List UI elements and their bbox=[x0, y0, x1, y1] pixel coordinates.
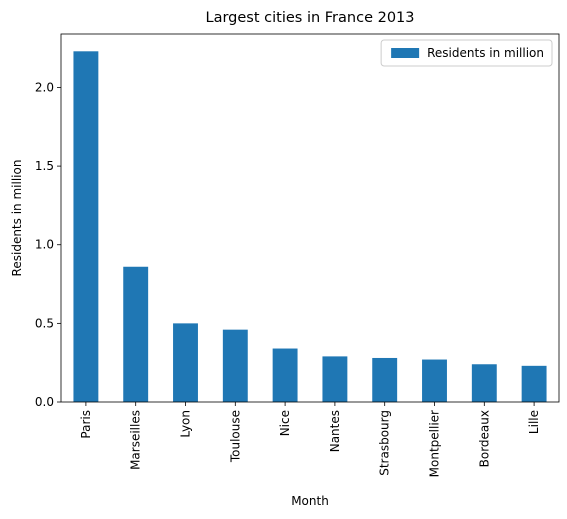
x-axis-label: Month bbox=[291, 494, 329, 508]
x-tick-label: Bordeaux bbox=[477, 410, 491, 467]
x-tick-label: Lyon bbox=[179, 410, 193, 438]
plot-area: Paris Marseilles Lyon Toulouse Nice Nantes Str… bbox=[35, 33, 560, 477]
x-tick-label: Paris bbox=[79, 410, 93, 439]
legend: Residents in million bbox=[380, 39, 553, 67]
y-tick-label: 0.5 bbox=[35, 316, 54, 330]
bar-lyon bbox=[173, 323, 198, 402]
y-axis-label: Residents in million bbox=[10, 160, 24, 277]
bar-toulouse bbox=[222, 329, 248, 402]
bar-lille bbox=[521, 365, 547, 402]
y-tick-label: 2.0 bbox=[35, 80, 54, 94]
x-tick-label: Strasbourg bbox=[378, 410, 392, 476]
bar-strasbourg bbox=[372, 357, 398, 402]
x-tick-label: Nice bbox=[278, 410, 292, 436]
bar-marseilles bbox=[123, 266, 149, 402]
legend-label: Residents in million bbox=[427, 46, 544, 60]
y-tick-label: 0.0 bbox=[35, 395, 54, 409]
axes-frame bbox=[60, 33, 560, 403]
bar-montpellier bbox=[422, 359, 447, 402]
bar-paris bbox=[73, 51, 99, 403]
x-tick-label: Marseilles bbox=[129, 410, 143, 470]
y-tick-label: 1.5 bbox=[35, 159, 54, 173]
x-tick-label: Nantes bbox=[328, 410, 342, 452]
legend-swatch bbox=[391, 48, 420, 58]
legend-box bbox=[380, 39, 553, 67]
y-tick-label: 1.0 bbox=[35, 238, 54, 252]
bar-bordeaux bbox=[471, 364, 497, 402]
x-tick-label: Toulouse bbox=[228, 410, 242, 463]
x-tick-label: Lille bbox=[527, 410, 541, 434]
bar-nice bbox=[272, 348, 298, 402]
x-tick-label: Montpellier bbox=[428, 410, 442, 477]
chart-title: Largest cities in France 2013 bbox=[206, 10, 415, 26]
bar-nantes bbox=[322, 356, 348, 402]
